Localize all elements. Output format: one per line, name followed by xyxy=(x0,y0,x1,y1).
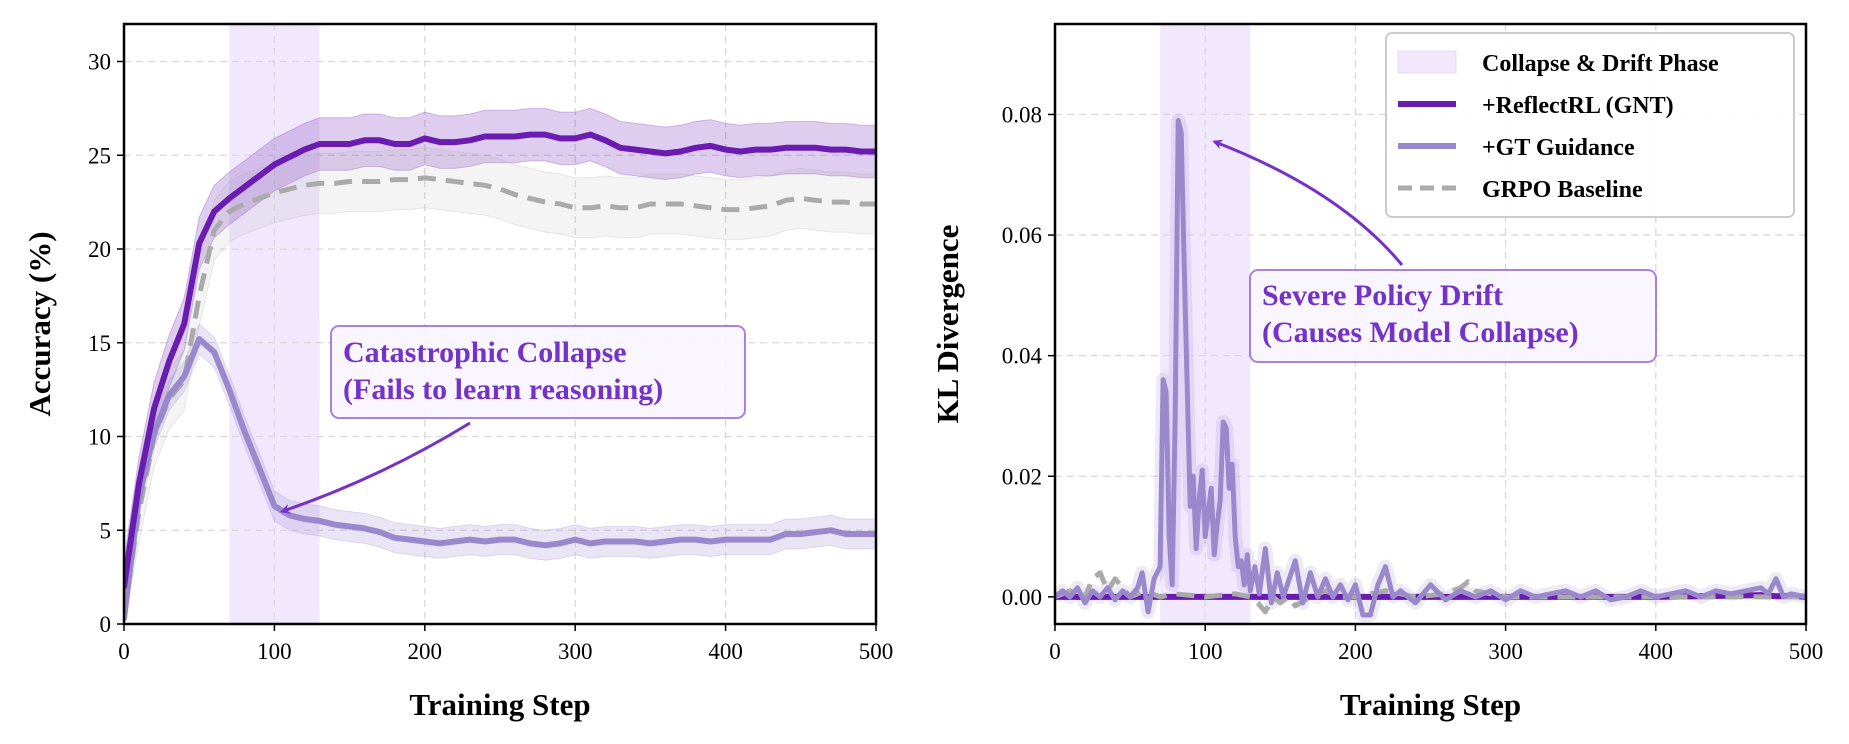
x-tick-label: 300 xyxy=(1488,639,1523,664)
band-reflect xyxy=(124,107,876,613)
x-tick-label: 500 xyxy=(859,639,894,664)
x-tick-label: 200 xyxy=(1338,639,1373,664)
y-tick-label: 0.08 xyxy=(1002,102,1042,127)
y-tick-label: 20 xyxy=(88,237,111,262)
axes-frame xyxy=(1053,22,1808,626)
y-axis-label: KL Divergence xyxy=(930,225,965,424)
legend: Collapse & Drift Phase +ReflectRL (GNT) +G… xyxy=(1385,32,1795,218)
y-tick-label: 0.02 xyxy=(1002,464,1042,489)
y-tick-label: 30 xyxy=(88,50,111,75)
plot-area xyxy=(1055,113,1806,622)
x-tick-label: 100 xyxy=(1188,639,1223,664)
band-gt xyxy=(124,323,876,624)
annotation-box xyxy=(1249,269,1657,363)
legend-box xyxy=(1385,32,1795,218)
annotation-callout: Severe Policy Drift (Causes Model Collaps… xyxy=(1212,139,1657,363)
annotation-box xyxy=(330,325,746,419)
y-tick-label: 0.00 xyxy=(1002,585,1042,610)
y-tick-label: 0.06 xyxy=(1002,223,1042,248)
y-tick-label: 15 xyxy=(88,331,111,356)
annotation-arrow xyxy=(1212,139,1404,266)
legend-entry-label: +ReflectRL (GNT) xyxy=(1482,93,1674,119)
y-tick-label: 5 xyxy=(100,518,112,543)
legend-swatch-phase xyxy=(1397,50,1457,74)
x-axis-label: Training Step xyxy=(409,687,590,722)
accuracy-panel: 0 100 200 300 400 500 0 5 10 15 20 25 30 Training Ste… xyxy=(22,22,894,722)
series-line-baseline xyxy=(124,175,876,615)
annotation-line-2: (Fails to learn reasoning) xyxy=(343,373,663,406)
annotation-line-1: Catastrophic Collapse xyxy=(343,336,627,369)
band-baseline xyxy=(124,147,876,624)
annotation-line-2: (Causes Model Collapse) xyxy=(1262,316,1579,349)
y-tick-label: 0 xyxy=(100,612,112,637)
x-tick-label: 100 xyxy=(257,639,292,664)
annotation-line-1: Severe Policy Drift xyxy=(1262,279,1503,312)
legend-entry-label: Collapse & Drift Phase xyxy=(1482,51,1719,77)
x-tick-label: 0 xyxy=(1049,639,1061,664)
axes-frame xyxy=(122,22,878,626)
kl-divergence-panel: 0 100 200 300 400 500 0.00 0.02 0.04 0.06 0.08 Trai… xyxy=(930,22,1824,722)
legend-entry-label: GRPO Baseline xyxy=(1482,177,1643,203)
plot-area xyxy=(124,107,876,624)
annotation-arrow xyxy=(280,421,471,514)
y-tick-label: 0.04 xyxy=(1002,344,1043,369)
x-axis-label: Training Step xyxy=(1340,687,1521,722)
x-tick-label: 500 xyxy=(1789,639,1824,664)
x-tick-label: 400 xyxy=(1639,639,1674,664)
x-tick-label: 300 xyxy=(558,639,593,664)
annotation-callout: Catastrophic Collapse (Fails to learn rea… xyxy=(280,325,746,514)
x-tick-label: 400 xyxy=(708,639,743,664)
series-line-gt xyxy=(124,336,876,622)
x-tick-label: 200 xyxy=(408,639,443,664)
y-axis-label: Accuracy (%) xyxy=(22,231,57,416)
y-tick-label: 25 xyxy=(88,143,111,168)
y-tick-label: 10 xyxy=(88,425,111,450)
legend-entry-label: +GT Guidance xyxy=(1482,135,1635,161)
series-line-reflect xyxy=(124,131,876,590)
x-tick-label: 0 xyxy=(118,639,130,664)
series-line-gt xyxy=(1055,118,1806,618)
